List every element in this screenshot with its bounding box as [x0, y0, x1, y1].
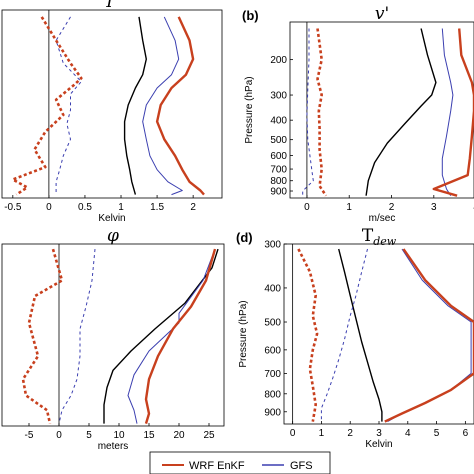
- series-line-blue-solid: [142, 16, 183, 196]
- series-line-black-solid: [338, 248, 383, 422]
- y-tick-label: 800: [264, 389, 281, 400]
- x-tick-label: 0.5: [78, 202, 92, 213]
- series-line-blue-solid: [387, 248, 472, 423]
- x-tick-label: 3: [376, 428, 382, 439]
- x-tick-label: 0: [56, 430, 62, 441]
- y-tick-label: 300: [270, 91, 287, 102]
- panel-title: φ: [107, 226, 119, 246]
- plot-frame: [283, 243, 474, 425]
- series-group: [297, 248, 474, 423]
- plot-frame: [1, 9, 223, 199]
- plot-frame: [289, 21, 474, 199]
- series-line-red-dotted: [316, 28, 328, 197]
- series-line-red-solid: [384, 248, 474, 423]
- series-line-red-solid: [144, 248, 217, 424]
- x-tick-label: 25: [203, 430, 215, 441]
- panel-t-dew: 0 1 2 3 4 5 6 300 400 500 600 700 800 900 Kelvin Pressu…: [236, 226, 474, 450]
- series-line-black-solid: [123, 16, 148, 195]
- legend-label-gfs: GFS: [290, 460, 313, 472]
- plot-frame: [1, 243, 225, 427]
- x-tick-label: 2: [347, 428, 353, 439]
- series-group: [302, 28, 474, 197]
- x-tick-label: 4: [405, 428, 411, 439]
- x-tick-label: 1: [319, 428, 325, 439]
- panel-title: Tdew: [362, 226, 397, 248]
- x-axis-label: meters: [98, 441, 129, 452]
- x-tick-label: -5: [25, 430, 34, 441]
- panel-label: (d): [236, 230, 253, 245]
- legend-box: [149, 451, 331, 474]
- panel-phi: -5 0 5 10 15 20 25 meters φ: [1, 226, 225, 452]
- x-tick-label: 0: [290, 428, 296, 439]
- series-line-red-dotted: [11, 16, 83, 196]
- series-line-red-dotted: [21, 248, 64, 424]
- y-axis-label: Pressure (hPa): [238, 300, 249, 367]
- y-tick-label: 700: [264, 369, 281, 380]
- y-tick-label: 500: [264, 318, 281, 329]
- x-tick-label: 0: [304, 202, 310, 213]
- x-tick-label: 15: [143, 430, 155, 441]
- legend-label-wrf-enkf: WRF EnKF: [189, 460, 245, 472]
- x-tick-label: 2: [190, 202, 196, 213]
- series-group: [11, 16, 205, 196]
- y-tick-label: 700: [270, 165, 287, 176]
- series-line-red-dotted: [297, 248, 319, 422]
- y-tick-label: 600: [264, 345, 281, 356]
- x-tick-label: 3: [431, 202, 437, 213]
- x-tick-label: 10: [113, 430, 125, 441]
- series-line-red-solid: [432, 28, 474, 197]
- series-line-blue-solid: [441, 28, 454, 196]
- x-axis-label: Kelvin: [365, 439, 392, 450]
- panel-t-prime: -0.5 0 0.5 1 1.5 2 Kelvin T': [1, 0, 223, 224]
- series-line-blue-solid: [127, 248, 216, 424]
- y-tick-label: 900: [264, 407, 281, 418]
- series-line-blue-dashed: [55, 16, 82, 195]
- series-line-red-solid: [155, 16, 205, 196]
- series-line-blue-dashed: [320, 248, 368, 422]
- y-tick-label: 300: [264, 240, 281, 251]
- x-tick-label: 1.5: [150, 202, 164, 213]
- panel-title: T': [104, 0, 120, 12]
- x-tick-label: 0: [46, 202, 52, 213]
- y-tick-label: 600: [270, 151, 287, 162]
- series-line-black-solid: [365, 28, 437, 196]
- y-tick-label: 200: [270, 55, 287, 66]
- x-tick-label: 5: [434, 428, 440, 439]
- series-group: [21, 248, 219, 424]
- y-tick-label: 400: [264, 283, 281, 294]
- x-tick-label: 5: [86, 430, 92, 441]
- y-tick-label: 400: [270, 116, 287, 127]
- x-tick-label: 1: [346, 202, 352, 213]
- panel-title: v': [375, 4, 389, 24]
- y-axis-label: Pressure (hPa): [244, 76, 255, 143]
- x-tick-label: 6: [463, 428, 469, 439]
- x-axis-label: Kelvin: [98, 213, 125, 224]
- x-tick-label: -0.5: [4, 202, 22, 213]
- series-line-blue-dashed: [58, 249, 96, 424]
- x-tick-label: 20: [173, 430, 185, 441]
- x-tick-label: 2: [389, 202, 395, 213]
- series-line-blue-dashed: [302, 28, 314, 196]
- series-line-black-solid: [103, 248, 219, 424]
- x-tick-label: 1: [118, 202, 124, 213]
- x-axis-label: m/sec: [369, 213, 396, 224]
- y-tick-label: 900: [270, 187, 287, 198]
- legend: WRF EnKF GFS: [149, 451, 331, 474]
- y-tick-label: 800: [270, 176, 287, 187]
- y-tick-label: 500: [270, 135, 287, 146]
- panel-label: (b): [242, 8, 259, 23]
- panel-v-prime: 01234200300400500600700800900m/secPressu…: [242, 4, 474, 224]
